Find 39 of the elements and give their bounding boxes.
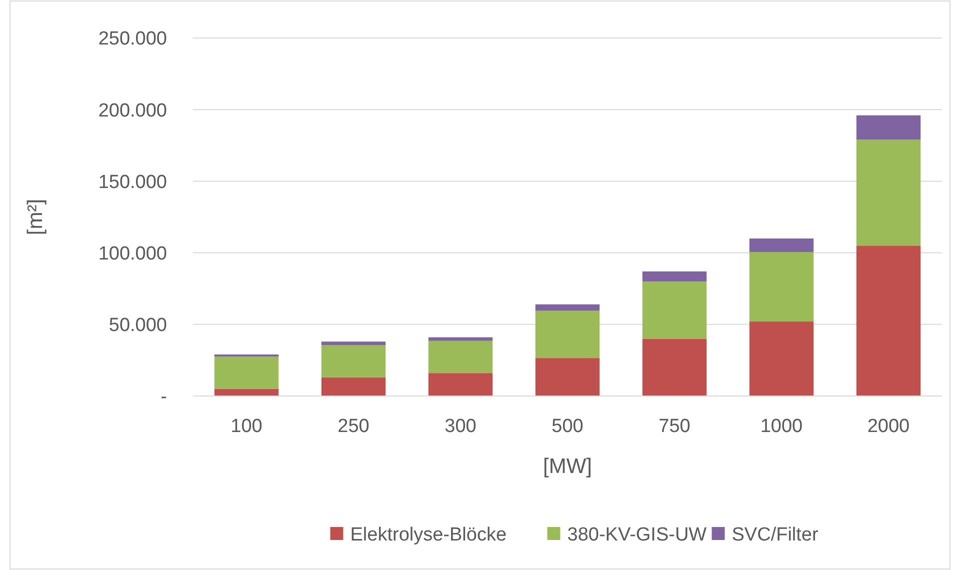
y-tick-label: 150.000 — [98, 172, 167, 193]
x-tick-label: 750 — [658, 416, 690, 437]
x-tick-label: 250 — [338, 416, 370, 437]
bar — [856, 246, 921, 396]
bar — [535, 304, 600, 311]
bar — [749, 238, 814, 252]
legend-label: Elektrolyse-Blöcke — [350, 524, 507, 546]
bar — [535, 310, 600, 358]
bar — [428, 340, 493, 374]
bar — [535, 358, 600, 396]
bar — [856, 140, 921, 246]
bar — [749, 252, 814, 322]
bar — [428, 337, 493, 341]
y-tick-label: 200.000 — [98, 100, 167, 122]
x-axis-title: [MW] — [543, 455, 592, 478]
x-tick-label: 2000 — [867, 416, 910, 437]
y-tick-label: 100.000 — [98, 243, 167, 264]
bar — [642, 271, 707, 282]
x-tick-label: 500 — [552, 416, 584, 437]
bar — [321, 377, 386, 396]
bar — [428, 373, 493, 396]
bar — [214, 356, 279, 389]
legend-label: SVC/Filter — [732, 524, 819, 546]
bar — [642, 281, 707, 339]
bar — [214, 388, 279, 396]
legend-label: 380-KV-GIS-UW — [567, 524, 707, 546]
x-tick-label: 1000 — [760, 416, 803, 437]
y-axis-title: [m²] — [24, 198, 47, 236]
bar — [321, 345, 386, 378]
x-tick-label: 100 — [230, 416, 262, 437]
bar — [321, 342, 386, 346]
bar — [749, 322, 814, 396]
y-tick-label: 50.000 — [108, 315, 167, 336]
y-tick-label: - — [160, 386, 167, 408]
bar — [856, 115, 921, 140]
bar — [214, 354, 279, 357]
bar — [642, 338, 707, 396]
y-tick-label: 250.000 — [98, 28, 167, 50]
x-tick-label: 300 — [444, 416, 476, 437]
